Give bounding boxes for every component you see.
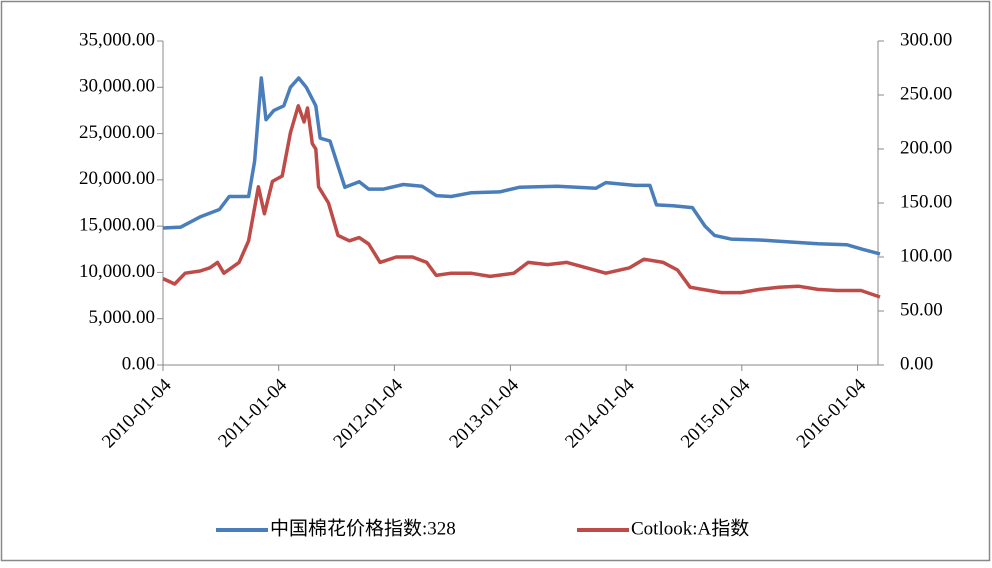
- y-tick-label: 0.00: [122, 353, 155, 374]
- legend-label: Cotlook:A指数: [631, 517, 749, 539]
- data-line: [162, 104, 881, 299]
- y2-tick-label: 150.00: [900, 191, 952, 212]
- y2-tick-label: 250.00: [900, 83, 952, 104]
- data-line: [162, 76, 881, 256]
- y2-tick-label: 200.00: [900, 137, 952, 158]
- y-tick-label: 30,000.00: [79, 76, 155, 97]
- y-tick-label: 25,000.00: [79, 122, 155, 143]
- y-tick-label: 35,000.00: [79, 29, 155, 50]
- y2-tick-label: 100.00: [900, 245, 952, 266]
- y-tick-label: 15,000.00: [79, 215, 155, 236]
- y-tick-label: 10,000.00: [79, 261, 155, 282]
- legend-label: 中国棉花价格指数:328: [270, 517, 456, 539]
- y-tick-label: 20,000.00: [79, 168, 155, 189]
- y2-tick-label: 300.00: [900, 29, 952, 50]
- y2-tick-label: 0.00: [900, 353, 933, 374]
- y2-tick-label: 50.00: [900, 299, 943, 320]
- y-tick-label: 5,000.00: [89, 307, 156, 328]
